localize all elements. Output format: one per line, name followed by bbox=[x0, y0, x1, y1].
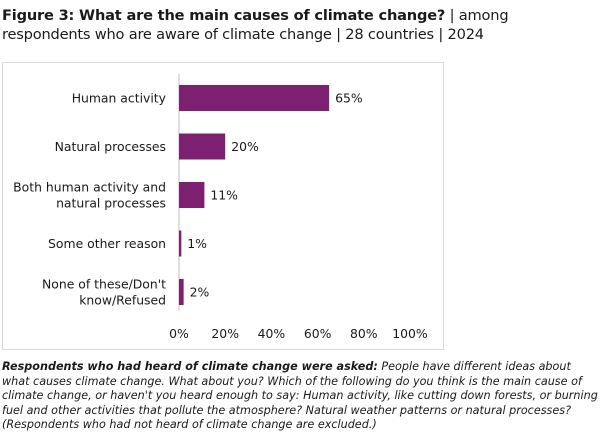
question-note: Respondents who had heard of climate cha… bbox=[2, 360, 598, 433]
question-note-lead: Respondents who had heard of climate cha… bbox=[2, 360, 378, 373]
data-label-2: 20% bbox=[231, 139, 259, 154]
bar-4 bbox=[179, 230, 182, 257]
bar-2 bbox=[179, 133, 226, 160]
figure-title-main: Figure 3: What are the main causes of cl… bbox=[2, 7, 446, 24]
x-tick-label-2: 20% bbox=[211, 326, 239, 341]
x-tick-label-6: 100% bbox=[392, 326, 428, 341]
x-tick-label-1: 0% bbox=[169, 326, 189, 341]
bar-5 bbox=[179, 279, 184, 305]
x-tick-label-5: 80% bbox=[350, 326, 378, 341]
question-note-body: People have different ideas about what c… bbox=[2, 360, 598, 432]
figure-title: Figure 3: What are the main causes of cl… bbox=[2, 6, 598, 44]
data-label-1: 65% bbox=[335, 91, 363, 106]
data-label-5: 2% bbox=[190, 285, 210, 300]
data-label-4: 1% bbox=[187, 236, 207, 251]
category-label-1: Human activity bbox=[72, 91, 166, 106]
chart-frame bbox=[2, 62, 444, 350]
bar-1 bbox=[179, 85, 330, 111]
data-label-3: 11% bbox=[210, 188, 238, 203]
category-label-5: None of these/Don't know/Refused bbox=[42, 277, 166, 308]
figure-title-subtitle: | among respondents who are aware of cli… bbox=[2, 7, 509, 43]
category-label-4: Some other reason bbox=[48, 236, 166, 251]
category-label-2: Natural processes bbox=[55, 139, 166, 154]
x-tick-label-4: 60% bbox=[304, 326, 332, 341]
bar-3 bbox=[179, 182, 205, 208]
x-tick-label-3: 40% bbox=[258, 326, 286, 341]
category-label-3: Both human activity and natural processes bbox=[13, 180, 166, 211]
